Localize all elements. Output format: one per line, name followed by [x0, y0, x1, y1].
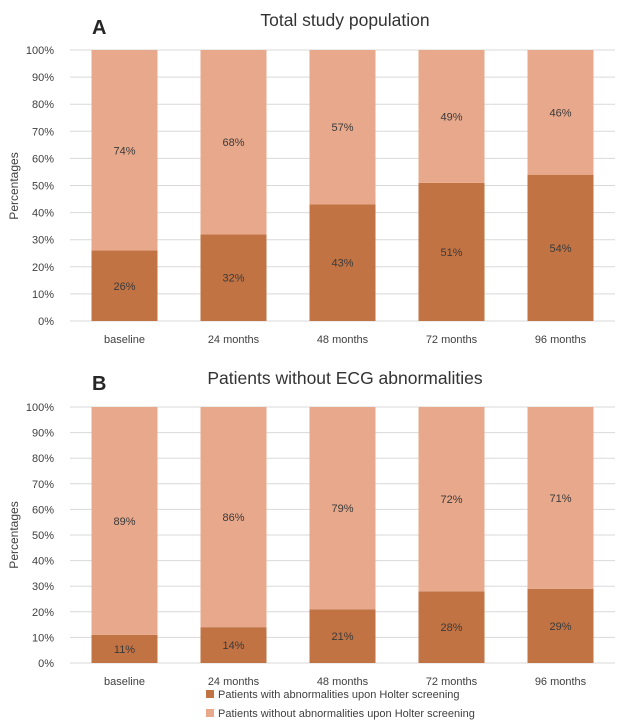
data-label: 26% — [113, 281, 135, 293]
data-label: 14% — [222, 640, 244, 652]
bar-segment — [200, 627, 267, 663]
y-tick-label: 40% — [32, 556, 54, 568]
panel-letter-b: B — [92, 373, 106, 395]
y-tick-label: 70% — [32, 126, 54, 138]
bar-segment — [200, 234, 267, 321]
bar-segment — [418, 591, 485, 663]
bar-segment — [309, 204, 376, 321]
bar-segment — [527, 50, 594, 175]
y-tick-label: 10% — [32, 632, 54, 644]
y-tick-label: 90% — [32, 72, 54, 84]
data-label: 21% — [331, 631, 353, 643]
bar-segment — [527, 174, 594, 321]
data-label: 49% — [440, 111, 462, 123]
x-tick-label: baseline — [104, 676, 145, 688]
bar-segment — [91, 50, 158, 251]
bar-segment — [91, 407, 158, 635]
legend-swatch-with-abnormalities — [206, 690, 214, 698]
y-tick-label: 80% — [32, 99, 54, 111]
x-tick-label: baseline — [104, 334, 145, 346]
y-tick-label: 20% — [32, 607, 54, 619]
legend-label-with-abnormalities: Patients with abnormalities upon Holter … — [218, 689, 460, 701]
x-tick-label: 72 months — [426, 334, 478, 346]
x-tick-label: 48 months — [317, 676, 369, 688]
bar-segment — [200, 50, 267, 235]
y-tick-label: 20% — [32, 262, 54, 274]
y-tick-label: 50% — [32, 181, 54, 193]
bar-segment — [200, 407, 267, 628]
data-label: 46% — [549, 107, 571, 119]
legend: Patients with abnormalities upon Holter … — [206, 689, 475, 720]
chart-title-a: Total study population — [260, 10, 429, 30]
panel-b: B Patients without ECG abnormalities Per… — [7, 368, 615, 688]
x-tick-label: 72 months — [426, 676, 478, 688]
y-tick-label: 70% — [32, 479, 54, 491]
x-tick-label: 24 months — [208, 676, 260, 688]
bar-segment — [418, 182, 485, 321]
bar-segment — [418, 407, 485, 592]
legend-swatch-without-abnormalities — [206, 709, 214, 717]
y-tick-label: 30% — [32, 581, 54, 593]
x-tick-label: 96 months — [535, 334, 587, 346]
bar-segment — [527, 407, 594, 589]
x-tick-label: 48 months — [317, 334, 369, 346]
bar-segment — [309, 609, 376, 663]
bar-segment — [309, 50, 376, 205]
y-tick-label: 80% — [32, 453, 54, 465]
panel-a: A Total study population Percentages 0% 1… — [7, 10, 615, 346]
y-tick-label: 0% — [38, 658, 54, 670]
data-label: 68% — [222, 137, 244, 149]
bar-segment — [527, 588, 594, 663]
y-axis-label-a: Percentages — [7, 152, 21, 219]
y-tick-label: 100% — [26, 45, 54, 57]
y-tick-label: 50% — [32, 530, 54, 542]
data-label: 57% — [331, 122, 353, 134]
data-label: 29% — [549, 621, 571, 633]
y-tick-label: 90% — [32, 428, 54, 440]
data-label: 54% — [549, 243, 571, 255]
y-tick-label: 60% — [32, 153, 54, 165]
data-label: 86% — [222, 512, 244, 524]
data-label: 89% — [113, 516, 135, 528]
panel-letter-a: A — [92, 17, 106, 39]
y-axis-label-b: Percentages — [7, 501, 21, 568]
x-tick-label: 96 months — [535, 676, 587, 688]
bar-segment — [418, 50, 485, 183]
data-label: 43% — [331, 258, 353, 270]
bar-segment — [309, 407, 376, 610]
data-label: 11% — [114, 644, 135, 656]
data-label: 71% — [549, 493, 571, 505]
y-tick-label: 30% — [32, 235, 54, 247]
y-tick-label: 60% — [32, 504, 54, 516]
y-tick-label: 10% — [32, 289, 54, 301]
bar-segment — [91, 250, 158, 321]
y-tick-label: 0% — [38, 316, 54, 328]
data-label: 79% — [331, 503, 353, 515]
data-label: 28% — [440, 622, 462, 634]
data-label: 74% — [113, 145, 135, 157]
y-tick-label: 100% — [26, 402, 54, 414]
bar-segment — [91, 634, 158, 663]
data-label: 72% — [440, 494, 462, 506]
y-tick-label: 40% — [32, 208, 54, 220]
data-label: 32% — [222, 273, 244, 285]
x-tick-label: 24 months — [208, 334, 260, 346]
legend-label-without-abnormalities: Patients without abnormalities upon Holt… — [218, 708, 475, 720]
data-label: 51% — [440, 247, 462, 259]
chart-title-b: Patients without ECG abnormalities — [207, 368, 483, 388]
